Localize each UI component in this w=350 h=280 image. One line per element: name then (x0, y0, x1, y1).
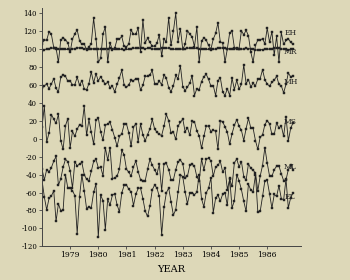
Text: MR: MR (284, 48, 298, 55)
X-axis label: YEAR: YEAR (158, 265, 186, 274)
Text: EL: EL (284, 193, 295, 201)
Text: ML: ML (284, 163, 297, 171)
Text: EH: EH (284, 29, 296, 37)
Text: MS: MS (284, 118, 297, 127)
Text: MH: MH (284, 78, 299, 86)
